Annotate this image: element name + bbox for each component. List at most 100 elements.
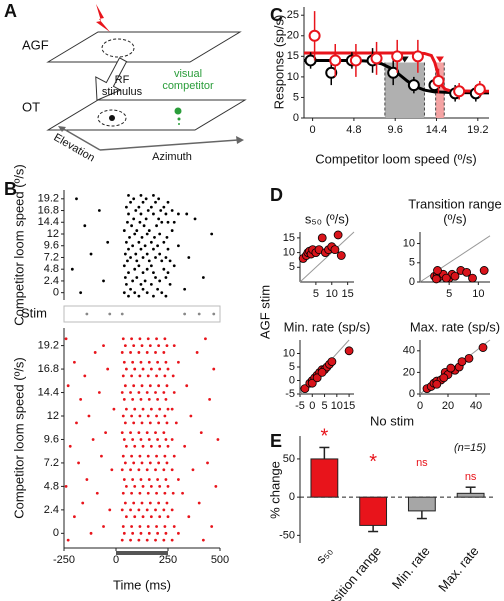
point xyxy=(312,373,322,383)
y-tick-label: 10 xyxy=(287,71,299,83)
spike xyxy=(125,444,128,448)
spike xyxy=(144,217,148,221)
spike xyxy=(148,384,152,388)
spike xyxy=(138,220,142,224)
y-axis-label: % change xyxy=(267,461,282,519)
spike xyxy=(170,538,174,542)
spike xyxy=(177,478,180,481)
point xyxy=(462,267,472,277)
spike xyxy=(177,360,180,364)
category-label: s₅₀ xyxy=(313,543,336,566)
point xyxy=(450,271,460,281)
spike xyxy=(160,259,164,263)
spike xyxy=(108,508,112,512)
point xyxy=(431,274,441,284)
spike xyxy=(132,197,136,201)
spike xyxy=(166,485,170,488)
spike xyxy=(177,531,180,535)
spike xyxy=(137,508,141,512)
spike xyxy=(166,407,170,411)
spike xyxy=(156,244,160,248)
point xyxy=(473,83,486,96)
spike xyxy=(64,485,68,488)
spike xyxy=(183,287,187,291)
point xyxy=(432,379,442,389)
spike xyxy=(112,407,116,411)
spike xyxy=(155,454,158,458)
spike xyxy=(91,438,95,441)
spike xyxy=(133,232,137,236)
spike xyxy=(131,244,135,248)
chart-title: Transition range xyxy=(408,196,501,211)
spike xyxy=(140,236,144,239)
spike xyxy=(137,294,141,298)
significance: ns xyxy=(416,457,428,469)
spike xyxy=(145,431,149,435)
y-tick-label: 19.2 xyxy=(38,193,59,205)
spike xyxy=(95,491,99,495)
y-tick-label: 20 xyxy=(403,366,415,378)
y-tick-label: 0 xyxy=(289,491,295,503)
spike xyxy=(157,217,161,221)
point xyxy=(439,373,449,383)
spike xyxy=(132,384,136,388)
spike xyxy=(172,525,176,528)
spike xyxy=(79,397,83,401)
significance: * xyxy=(320,426,328,448)
spike xyxy=(138,414,142,418)
spike xyxy=(139,282,143,286)
spike xyxy=(139,397,143,401)
spike xyxy=(133,444,137,448)
spike xyxy=(129,468,132,472)
x-tick-label: 500 xyxy=(211,554,229,566)
spike xyxy=(121,525,125,528)
spike xyxy=(129,287,132,291)
spike xyxy=(181,491,184,495)
spike xyxy=(166,220,170,224)
spike xyxy=(149,282,153,286)
spike xyxy=(129,508,132,512)
spike xyxy=(141,515,145,519)
spike xyxy=(152,294,155,298)
spike xyxy=(170,407,174,411)
spike xyxy=(149,444,153,448)
spike xyxy=(154,508,157,512)
spike xyxy=(149,407,153,411)
spike xyxy=(152,271,155,275)
spike xyxy=(133,515,137,519)
spike xyxy=(154,200,157,204)
spike xyxy=(121,454,125,458)
spike xyxy=(145,351,149,354)
spike xyxy=(130,337,134,341)
spike xyxy=(87,414,91,418)
x-axis-label: Competitor loom speed (º/s) xyxy=(315,151,477,166)
rf-site xyxy=(97,109,127,127)
point xyxy=(478,343,488,352)
x-tick-label: 10 xyxy=(472,288,484,300)
spike xyxy=(204,337,207,341)
x-tick-label: 20 xyxy=(442,400,454,412)
point xyxy=(446,363,456,373)
spike xyxy=(129,351,132,354)
spike xyxy=(170,468,174,472)
spike xyxy=(132,501,136,505)
spike xyxy=(140,461,144,465)
spike xyxy=(208,397,212,401)
spike xyxy=(159,209,163,212)
spike xyxy=(144,197,148,201)
spike xyxy=(125,407,128,411)
shaded-range xyxy=(435,62,445,118)
y-tick-label: 15 xyxy=(287,50,299,62)
spike xyxy=(122,360,126,364)
spike xyxy=(195,351,199,354)
x-tick-label: 40 xyxy=(470,400,482,412)
competitor-dot xyxy=(174,107,182,115)
spike xyxy=(106,240,110,244)
stim-bolt xyxy=(96,4,110,32)
spike xyxy=(127,247,130,251)
spike xyxy=(145,538,149,542)
y-tick-label: 0 xyxy=(293,112,299,124)
y-tick-label: 25 xyxy=(287,9,299,21)
point xyxy=(344,346,354,356)
y-tick-label: 2.4 xyxy=(44,504,59,516)
